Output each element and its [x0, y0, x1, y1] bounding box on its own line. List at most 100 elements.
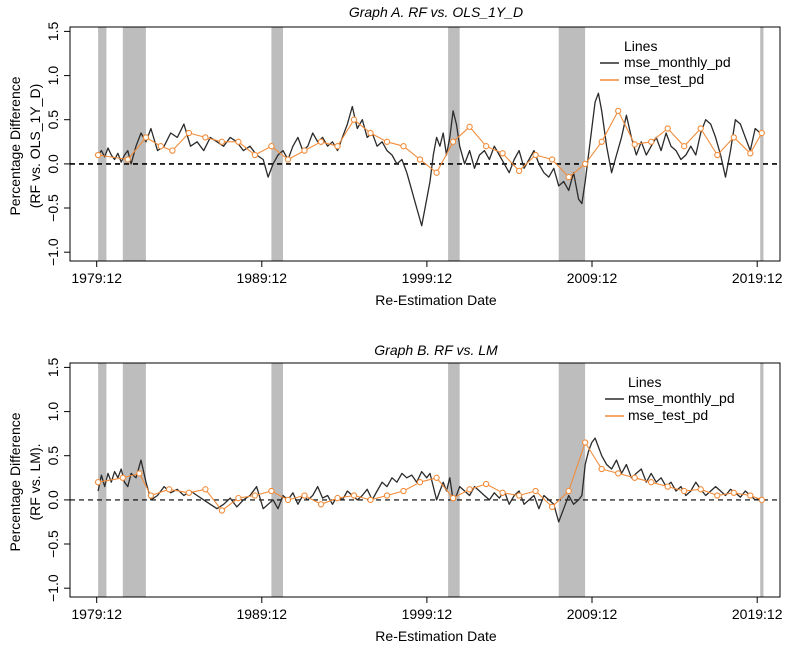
- graph-a-point-mse-test-pd: [124, 156, 131, 163]
- graph-a-point-mse-test-pd: [218, 138, 226, 145]
- graph-b-point-mse-test-pd: [383, 492, 391, 499]
- graph-b-plot-layer: 1979:12 1989:12 1999:12 2009:12 2019:12 −1.0 −…: [45, 357, 783, 622]
- graph-b-x-axis-label: Re-Estimation Date: [375, 628, 497, 644]
- graph-b-point-mse-test-pd: [499, 489, 506, 496]
- graph-a-recession-band: [98, 27, 107, 261]
- graph-a-recession-band: [760, 27, 764, 261]
- graph-a-x-tick-label: 2009:12: [567, 270, 618, 286]
- graph-a-y-tick-label: −1.0: [45, 238, 61, 266]
- graph-b-legend-label-test: mse_test_pd: [628, 407, 708, 423]
- graph-b-point-mse-test-pd: [532, 487, 539, 495]
- graph-b-point-mse-test-pd: [251, 492, 259, 499]
- graph-b-plot-frame: [69, 362, 781, 598]
- graph-b-point-mse-test-pd: [758, 496, 765, 504]
- graph-a-point-mse-test-pd: [383, 138, 391, 145]
- graph-a-point-mse-test-pd: [664, 125, 671, 132]
- graph-b-point-mse-test-pd: [136, 470, 143, 477]
- graph-b-point-mse-test-pd: [400, 487, 407, 495]
- graph-a-point-mse-test-pd: [169, 147, 176, 154]
- graph-b-point-mse-test-pd: [301, 492, 308, 499]
- graph-a-point-mse-test-pd: [433, 169, 440, 176]
- graph-b-point-mse-test-pd: [582, 439, 589, 446]
- graph-b-recession-band: [122, 363, 146, 597]
- graph-b-point-mse-test-pd: [147, 492, 155, 499]
- graph-a-plot-layer: 1979:12 1989:12 1999:12 2009:12 2019:12 −1.0 −…: [45, 21, 783, 286]
- graph-a-point-mse-test-pd: [185, 129, 193, 137]
- graph-b-legend-title: Lines: [628, 374, 661, 390]
- graph-a-point-mse-test-pd: [202, 134, 209, 141]
- graph-a-title: Graph A. RF vs. OLS_1Y_D: [349, 4, 523, 20]
- graph-a-legend-label-monthly: mse_monthly_pd: [624, 54, 731, 70]
- graph-b-point-mse-test-pd: [515, 492, 523, 499]
- graph-a-point-mse-test-pd: [350, 116, 358, 123]
- graph-a-series-mse-monthly-pd: [97, 92, 761, 227]
- graph-b-point-mse-test-pd: [433, 474, 440, 481]
- graph-a-point-mse-test-pd: [317, 138, 325, 145]
- graph-a-y-tick-label: 1.5: [45, 21, 61, 41]
- graph-b-x-tick-label: 2009:12: [567, 606, 618, 622]
- graph-b-point-mse-test-pd: [235, 494, 242, 502]
- graph-a-point-mse-test-pd: [714, 151, 721, 159]
- graph-a-point-mse-test-pd: [251, 151, 259, 159]
- graph-a-y-tick-label: 0.0: [45, 154, 61, 174]
- graph-b-point-mse-test-pd: [218, 507, 226, 514]
- graph-a-point-mse-test-pd: [334, 143, 341, 150]
- graph-a-y-tick-label: 0.5: [45, 110, 61, 130]
- graph-b-point-mse-test-pd: [202, 486, 209, 493]
- graph-a-point-mse-test-pd: [598, 138, 605, 145]
- graph-b-point-mse-test-pd: [747, 492, 754, 499]
- graph-b-point-mse-test-pd: [119, 474, 126, 481]
- graph-b-point-mse-test-pd: [416, 479, 424, 486]
- graph-a-point-mse-test-pd: [681, 143, 688, 150]
- graph-b-point-mse-test-pd: [284, 496, 292, 504]
- graph-a-point-mse-test-pd: [367, 129, 374, 137]
- graph-b-x-tick-label: 1999:12: [402, 606, 453, 622]
- graph-a-series-mse-test-pd: [98, 110, 763, 178]
- graph-b-point-mse-test-pd: [466, 486, 473, 493]
- graph-b-point-mse-test-pd: [615, 470, 622, 477]
- graph-b-recession-band: [271, 363, 283, 597]
- graph-a-recession-band: [271, 27, 283, 261]
- graph-a-x-tick-label: 1989:12: [236, 270, 287, 286]
- graph-a-point-mse-test-pd: [400, 143, 407, 150]
- graph-b-point-mse-test-pd: [648, 479, 655, 486]
- graph-b-y-tick-label: −0.5: [45, 530, 61, 558]
- graph-b-panel: 1979:12 1989:12 1999:12 2009:12 2019:12 −1.0 −…: [7, 342, 783, 644]
- graph-b-y-tick-label: −1.0: [45, 574, 61, 602]
- graph-a-x-axis-label: Re-Estimation Date: [375, 292, 497, 308]
- graph-b-x-tick-label: 1979:12: [71, 606, 122, 622]
- graph-b-y-tick-label: 1.0: [45, 402, 61, 422]
- graph-a-y-axis-label-line1: Percentage Difference: [7, 76, 23, 215]
- graph-b-point-mse-test-pd: [730, 489, 737, 496]
- graph-a-point-mse-test-pd: [582, 160, 589, 168]
- graph-a-plot-frame: [69, 26, 781, 262]
- graph-b-title: Graph B. RF vs. LM: [374, 342, 498, 358]
- graph-b-legend-label-monthly: mse_monthly_pd: [628, 390, 735, 406]
- graph-a-y-tick-label: 1.0: [45, 66, 61, 86]
- graph-a-legend: Lines mse_monthly_pd mse_test_pd: [600, 38, 731, 87]
- graph-a-point-mse-test-pd: [758, 129, 765, 137]
- graph-b-y-axis-label-line1: Percentage Difference: [7, 412, 23, 551]
- graph-a-point-mse-test-pd: [157, 143, 164, 150]
- graph-b-y-tick-label: 0.5: [45, 446, 61, 466]
- graph-a-point-mse-test-pd: [648, 138, 655, 145]
- graph-b-x-tick-label: 2019:12: [732, 606, 783, 622]
- graph-a-point-mse-test-pd: [284, 156, 292, 163]
- graph-b-point-mse-test-pd: [268, 487, 275, 495]
- graph-b-point-mse-test-pd: [664, 483, 671, 490]
- graph-b-y-tick-label: 1.5: [45, 357, 61, 377]
- graph-b-point-mse-test-pd: [165, 486, 173, 493]
- graph-a-point-mse-test-pd: [747, 150, 754, 157]
- graph-a-point-mse-test-pd: [615, 107, 622, 115]
- graph-a-panel: 1979:12 1989:12 1999:12 2009:12 2019:12 −1.0 −…: [7, 4, 783, 308]
- graph-a-point-mse-test-pd: [631, 141, 638, 148]
- graph-b-point-mse-test-pd: [697, 486, 704, 493]
- graph-b-point-mse-test-pd: [334, 494, 341, 502]
- graph-b-point-mse-test-pd: [548, 503, 556, 511]
- graph-b-point-mse-test-pd: [598, 465, 605, 473]
- graph-a-point-mse-test-pd: [94, 151, 102, 159]
- graph-a-x-tick-label: 2019:12: [732, 270, 783, 286]
- graph-a-point-mse-test-pd: [449, 138, 457, 145]
- graph-a-recession-band: [558, 27, 586, 261]
